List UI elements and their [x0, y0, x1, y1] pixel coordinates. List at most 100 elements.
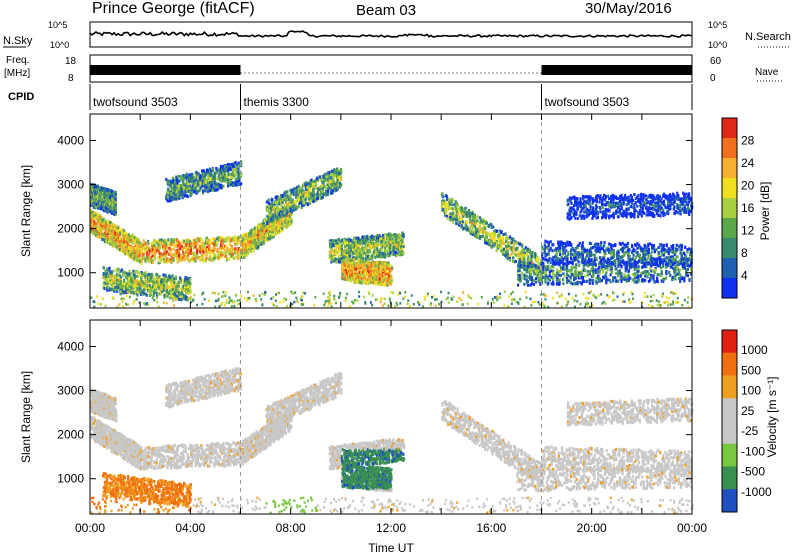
data-cell	[121, 230, 124, 234]
data-cell	[166, 250, 169, 254]
data-cell	[248, 245, 251, 249]
data-cell	[349, 254, 352, 258]
data-cell	[147, 272, 150, 276]
data-cell	[325, 175, 328, 179]
data-cell	[258, 223, 261, 227]
data-cell	[188, 259, 191, 263]
data-cell	[280, 194, 283, 198]
data-cell	[320, 190, 323, 194]
data-cell	[206, 236, 209, 240]
data-cell	[209, 247, 212, 250]
data-cell	[359, 264, 362, 268]
data-cell	[320, 185, 323, 189]
data-cell	[352, 258, 356, 262]
data-cell	[357, 241, 360, 244]
data-cell	[153, 257, 157, 261]
data-cell	[111, 244, 114, 248]
data-cell	[174, 277, 178, 280]
data-cell	[257, 223, 260, 227]
data-cell	[492, 225, 495, 229]
data-cell	[325, 192, 328, 196]
data-cell	[508, 258, 512, 262]
data-cell	[133, 255, 136, 259]
data-cell	[317, 186, 320, 190]
data-cell	[130, 249, 133, 253]
data-cell	[153, 244, 156, 248]
data-cell	[297, 193, 300, 197]
data-cell	[257, 229, 260, 233]
data-cell	[340, 183, 343, 187]
data-cell	[92, 218, 95, 221]
data-cell	[312, 189, 315, 193]
data-cell	[110, 272, 113, 276]
data-cell	[139, 248, 142, 252]
data-cell	[220, 247, 223, 250]
data-cell	[114, 224, 117, 228]
data-cell	[155, 240, 158, 244]
data-cell	[157, 249, 160, 252]
data-cell	[272, 217, 275, 221]
data-cell	[129, 240, 132, 244]
data-cell	[336, 175, 339, 179]
data-cell	[248, 232, 251, 236]
data-cell	[189, 246, 192, 250]
data-cell	[280, 207, 283, 211]
data-cell	[292, 190, 295, 194]
data-cell	[331, 189, 335, 193]
data-cell	[386, 254, 389, 258]
data-cell	[454, 205, 457, 209]
data-cell	[314, 178, 317, 182]
data-cell	[144, 249, 147, 253]
data-cell	[282, 219, 285, 223]
data-cell	[234, 236, 237, 240]
data-cell	[172, 242, 175, 246]
data-cell	[119, 231, 122, 235]
data-cell	[109, 242, 112, 246]
data-cell	[264, 232, 267, 236]
data-cell	[234, 235, 237, 239]
data-cell	[332, 176, 335, 180]
data-cell	[153, 246, 156, 250]
data-cell	[225, 254, 228, 258]
data-cell	[237, 251, 240, 254]
data-cell	[194, 245, 197, 249]
data-cell	[325, 190, 328, 194]
data-cell	[446, 208, 449, 212]
data-cell	[254, 238, 257, 242]
data-cell	[296, 199, 299, 203]
data-cell	[165, 260, 168, 264]
data-cell	[135, 252, 138, 255]
data-cell	[103, 281, 106, 285]
data-cell	[153, 240, 157, 243]
data-cell	[327, 174, 330, 178]
data-cell	[192, 238, 195, 242]
data-cell	[144, 246, 147, 250]
data-cell	[119, 236, 122, 240]
data-cell	[306, 203, 309, 206]
data-cell	[177, 284, 180, 288]
data-cell	[349, 238, 352, 242]
data-cell	[390, 266, 394, 270]
data-cell	[220, 240, 223, 244]
data-cell	[364, 270, 367, 274]
data-cell	[271, 206, 274, 210]
data-cell	[100, 229, 103, 233]
data-cell	[165, 242, 168, 246]
data-cell	[232, 236, 235, 240]
data-cell	[130, 290, 133, 294]
data-cell	[135, 270, 138, 274]
data-cell	[138, 239, 141, 243]
data-cell	[95, 233, 98, 237]
data-cell	[146, 250, 149, 254]
data-cell	[103, 223, 106, 227]
data-cell	[278, 231, 281, 235]
data-cell	[514, 260, 517, 263]
data-cell	[341, 275, 344, 279]
data-cell	[188, 240, 192, 244]
data-cell	[495, 229, 499, 233]
data-cell	[318, 188, 322, 191]
data-cell	[271, 219, 274, 223]
data-cell	[234, 239, 237, 243]
data-cell	[301, 188, 304, 192]
data-cell	[274, 217, 277, 221]
